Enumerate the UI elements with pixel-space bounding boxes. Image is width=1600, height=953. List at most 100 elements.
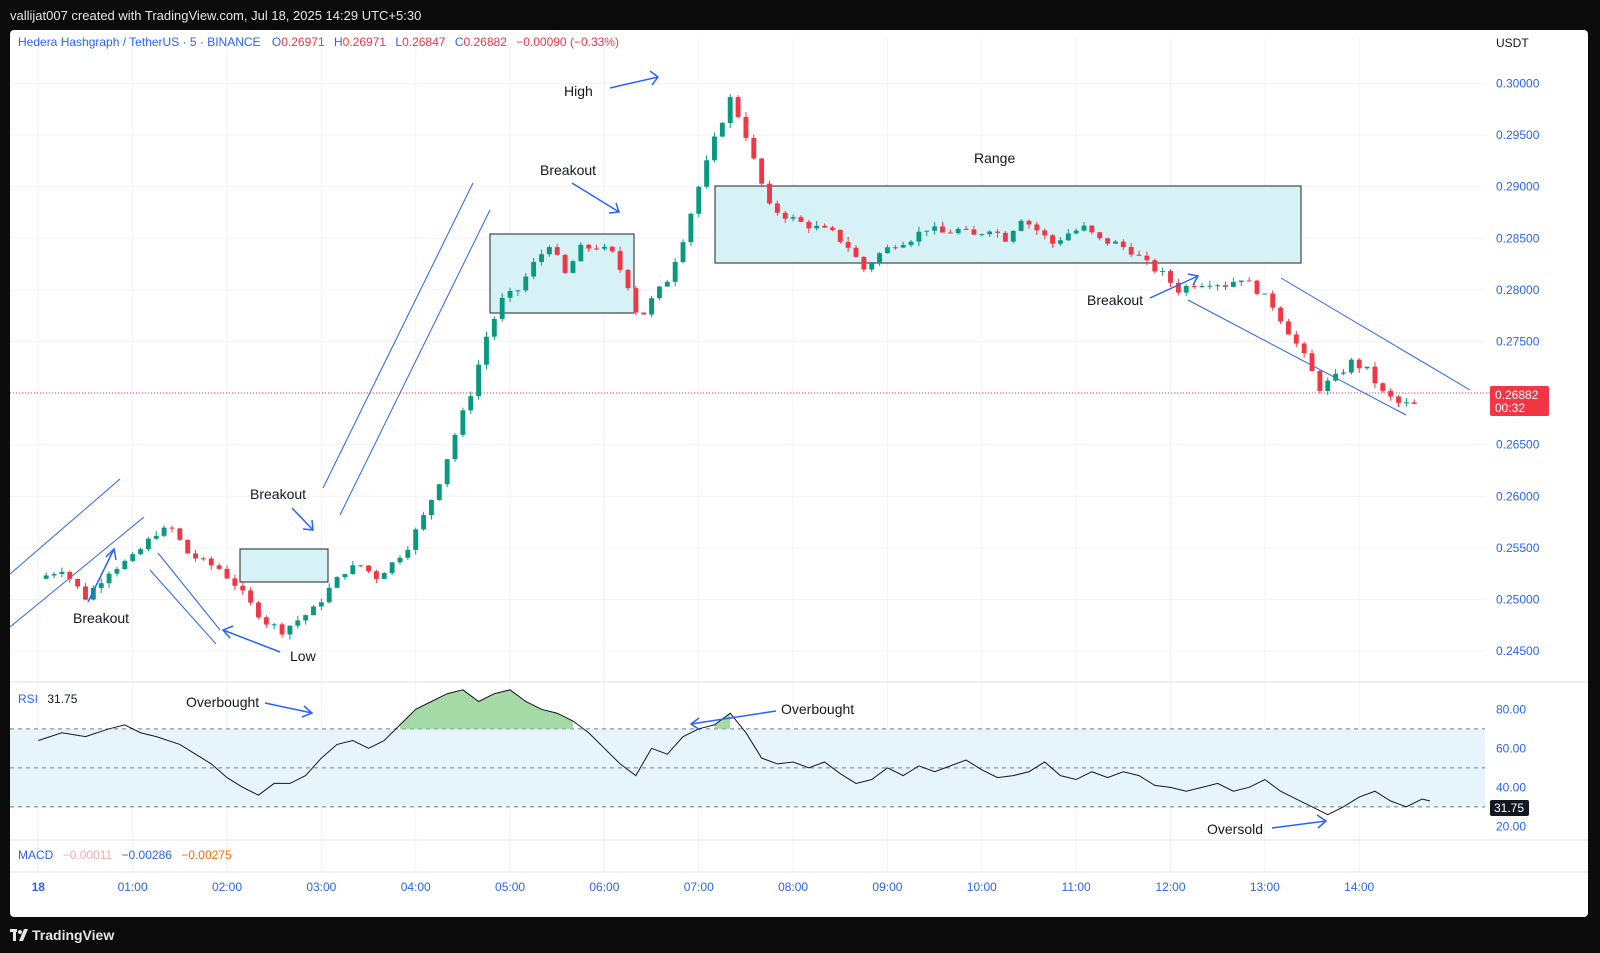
candle-body <box>1057 240 1063 244</box>
candle-body <box>185 539 191 554</box>
rsi-axis: 80.00 60.00 40.00 20.00 <box>1496 702 1526 833</box>
candle <box>570 259 576 274</box>
candle-body <box>153 535 159 539</box>
label-overbought-2: Overbought <box>781 701 854 717</box>
candle-body <box>814 225 820 229</box>
label-overbought-1: Overbought <box>186 694 259 710</box>
candle <box>1018 219 1024 232</box>
range-box[interactable] <box>714 185 1302 264</box>
down-channel-3a[interactable] <box>1280 277 1471 391</box>
rsi-pane[interactable] <box>10 689 1485 816</box>
candle <box>798 215 804 223</box>
candle-body <box>1050 235 1056 244</box>
candle <box>1144 251 1150 266</box>
attribution-bar: vallijat007 created with TradingView.com… <box>0 0 1600 30</box>
candle-body <box>1411 402 1417 404</box>
candle-body <box>625 269 631 289</box>
time-tick-label: 07:00 <box>684 880 714 894</box>
candle <box>1183 284 1189 296</box>
candle <box>499 293 505 322</box>
candle-body <box>719 123 725 137</box>
label-range: Range <box>974 150 1015 166</box>
candle <box>476 360 482 400</box>
candle-body <box>641 312 647 315</box>
candle <box>1317 369 1323 394</box>
candle <box>405 545 411 561</box>
candle-body <box>350 565 356 575</box>
macd-legend: MACD −0.00011 −0.00286 −0.00275 <box>18 848 232 862</box>
candle-body <box>208 558 214 566</box>
price-tick-label: 0.27500 <box>1496 334 1540 348</box>
candle-body <box>979 234 985 236</box>
candle <box>562 253 568 274</box>
time-axis[interactable]: 18 01:00 02:00 03:00 04:00 05:00 06:00 07:00 08:… <box>32 880 1375 894</box>
candle-body <box>672 261 678 282</box>
candle <box>51 571 57 579</box>
candle-body <box>1034 224 1040 231</box>
candle <box>1081 222 1087 232</box>
rsi-value: 31.75 <box>47 692 77 706</box>
candle <box>1223 281 1228 291</box>
candle-body <box>51 574 57 576</box>
price-chart[interactable]: Breakout Low Breakout Breakout High Rang… <box>10 30 1588 917</box>
tradingview-logo-icon <box>10 929 28 941</box>
candle <box>256 600 261 620</box>
arrow-high <box>609 76 659 89</box>
candle <box>1411 399 1417 405</box>
candle <box>539 249 544 266</box>
candle <box>641 312 647 315</box>
candle <box>995 228 1000 238</box>
channel-line-1b[interactable] <box>10 516 145 628</box>
candle-body <box>216 565 222 569</box>
candle-body <box>1113 241 1118 244</box>
candle-body <box>735 97 741 117</box>
time-tick-label: 18 <box>32 880 46 894</box>
price-axis[interactable]: 0.30000 0.29500 0.29000 0.28500 0.28000 0.275… <box>1496 76 1540 658</box>
candle <box>814 221 820 231</box>
tradingview-logo[interactable]: TradingView <box>10 927 114 943</box>
rsi-overbought-fill <box>124 689 731 729</box>
candle-body <box>75 578 81 587</box>
label-oversold: Oversold <box>1207 821 1263 837</box>
candle <box>759 157 765 188</box>
price-tick-label: 0.25500 <box>1496 541 1540 555</box>
candle-body <box>1144 255 1150 261</box>
candle <box>1050 234 1056 248</box>
candle <box>75 578 81 590</box>
up-channel-2b[interactable] <box>339 209 491 516</box>
consolidation-box-2[interactable] <box>489 233 635 314</box>
candle-body <box>452 434 458 460</box>
candle-body <box>1136 254 1142 256</box>
consolidation-box-1[interactable] <box>239 548 329 583</box>
channel-line-1a[interactable] <box>10 478 121 575</box>
candle-body <box>1278 307 1284 322</box>
candle <box>248 587 254 606</box>
arrow-breakout-4 <box>1149 275 1199 299</box>
arrowhead-oversold <box>1316 814 1328 829</box>
candle-body <box>287 625 293 635</box>
up-channel-2a[interactable] <box>322 182 474 489</box>
candle-body <box>224 568 230 579</box>
candle <box>279 622 285 638</box>
candle <box>381 572 387 579</box>
candle <box>1388 388 1394 401</box>
candle-body <box>712 136 717 161</box>
candle-body <box>90 587 96 600</box>
down-channel-3b[interactable] <box>1187 299 1407 416</box>
candle <box>1065 228 1071 241</box>
candle <box>806 219 812 234</box>
time-tick-label: 08:00 <box>778 880 808 894</box>
arrowhead-low <box>221 625 234 639</box>
legend-c-value: 0.26882 <box>463 35 507 49</box>
candle-body <box>334 577 340 588</box>
time-tick-label: 09:00 <box>872 880 902 894</box>
rsi-annotations: Overbought Overbought Oversold <box>186 694 1328 837</box>
down-channel-1b[interactable] <box>149 569 217 645</box>
candle <box>90 585 96 601</box>
candle <box>1380 382 1386 393</box>
last-price-countdown: 00:32 <box>1495 401 1525 415</box>
down-channel-1a[interactable] <box>157 552 221 631</box>
candle <box>193 549 198 562</box>
candle-body <box>413 529 419 550</box>
candle <box>366 565 371 573</box>
